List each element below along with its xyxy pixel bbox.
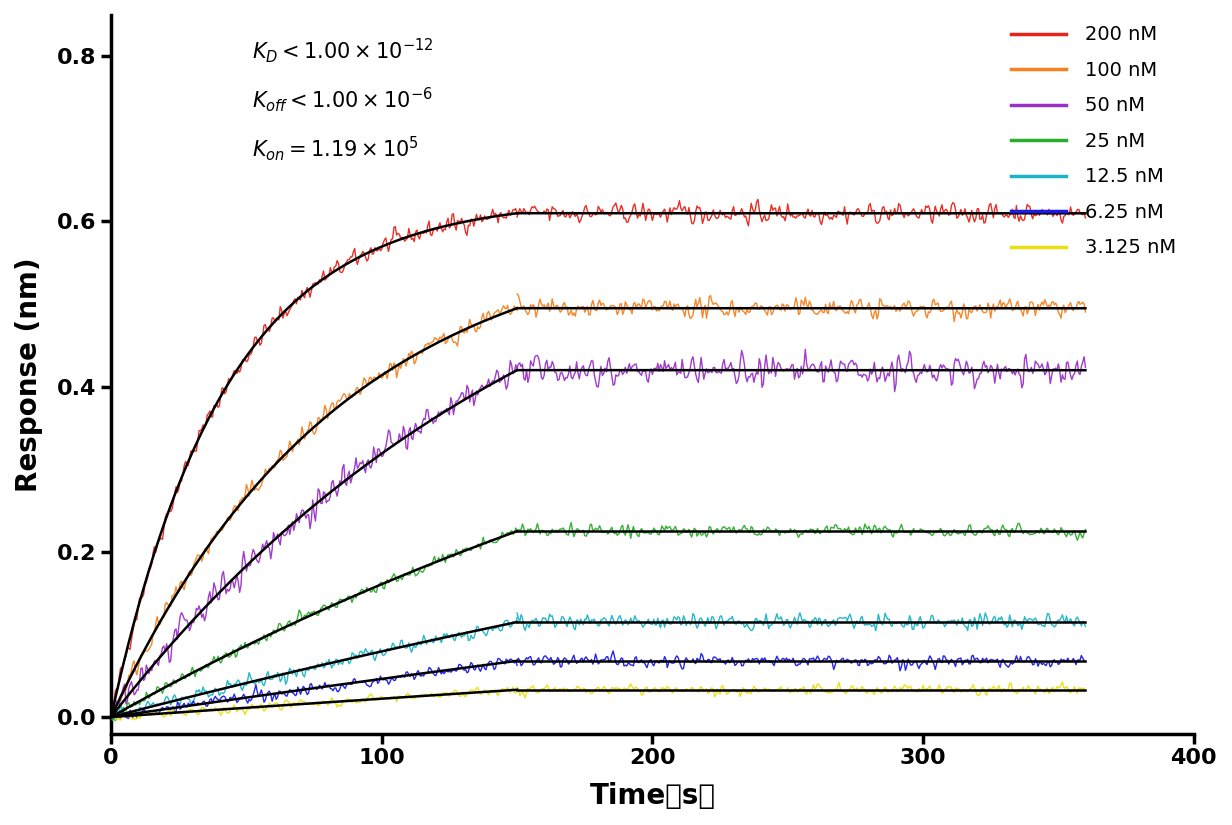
Legend: 200 nM, 100 nM, 50 nM, 25 nM, 12.5 nM, 6.25 nM, 3.125 nM: 200 nM, 100 nM, 50 nM, 25 nM, 12.5 nM, 6… [1003,17,1184,266]
Y-axis label: Response (nm): Response (nm) [15,257,43,492]
Text: $K_D<1.00\times10^{-12}$
$K_{off}<1.00\times10^{-6}$
$K_{on}=1.19\times10^5$: $K_D<1.00\times10^{-12}$ $K_{off}<1.00\t… [251,36,434,163]
X-axis label: Time（s）: Time（s） [589,782,716,810]
